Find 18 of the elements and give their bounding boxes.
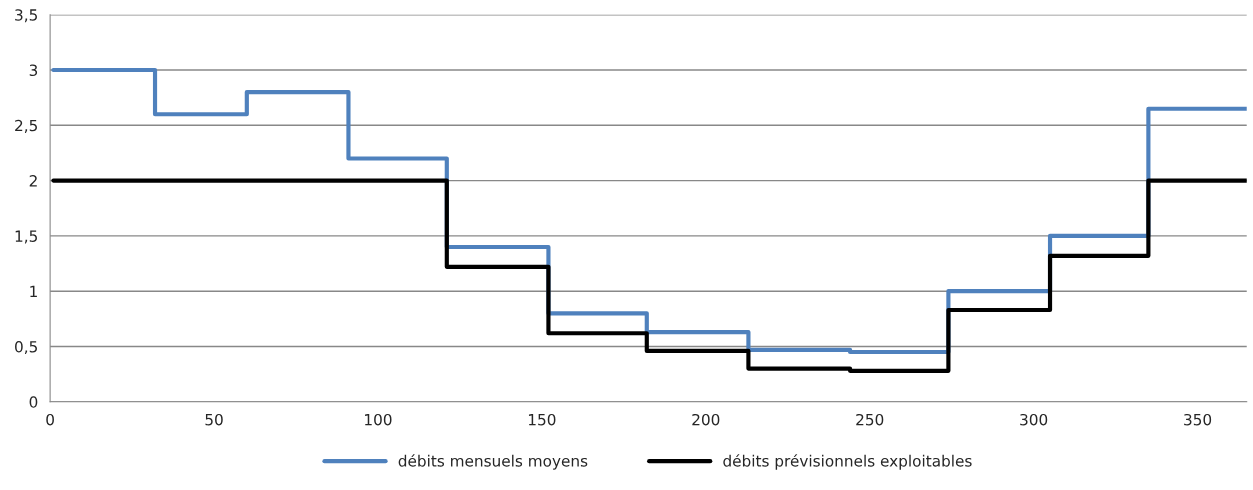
x-tick-label: 0 [46,413,54,426]
x-tick-label: 150 [528,413,556,426]
y-tick-label: 0,5 [15,340,37,355]
y-tick-label: 0 [29,396,38,408]
legend-label: débits prévisionnels exploitables [723,454,972,470]
y-tick-label: 1 [30,285,37,297]
y-tick-label: 1,5 [15,230,37,244]
x-tick-label: 300 [1020,413,1048,426]
y-tick-label: 3 [29,64,38,77]
x-tick-label: 50 [205,413,223,426]
y-tick-label: 3,5 [15,9,37,23]
x-tick-label: 350 [1184,413,1212,426]
legend-label: débits mensuels moyens [398,454,588,470]
y-tick-label: 2,5 [15,119,37,133]
y-tick-label: 2 [29,175,37,187]
x-tick-label: 250 [856,413,884,426]
x-tick-label: 200 [692,413,720,426]
x-tick-label: 100 [365,413,392,426]
